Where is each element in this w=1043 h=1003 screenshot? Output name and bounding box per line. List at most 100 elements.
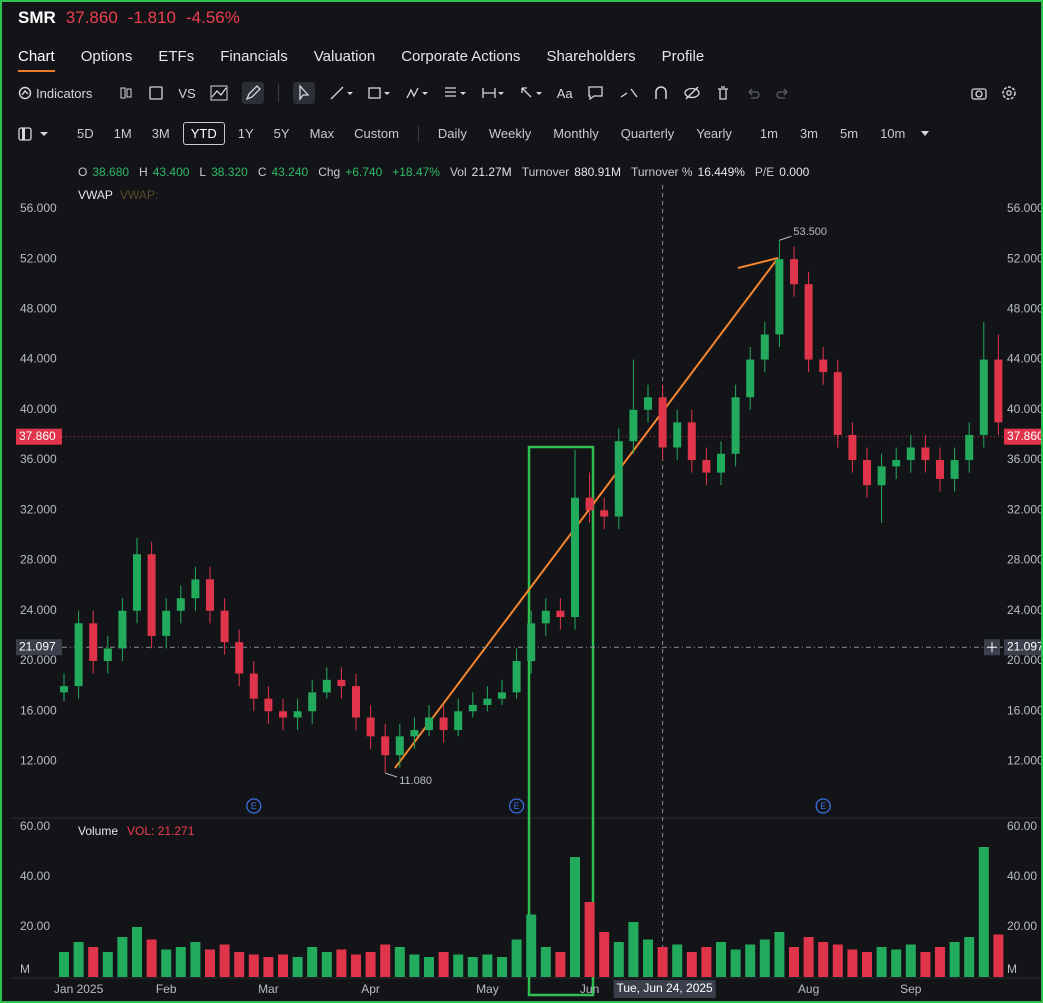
volume-bar (730, 949, 741, 977)
volume-tick-label: 40.00 (20, 869, 50, 883)
interval-button[interactable]: Quarterly (620, 126, 675, 141)
volume-bar (526, 914, 537, 977)
change: -1.810 (127, 8, 176, 27)
y-tick-label: 56.000 (20, 201, 57, 215)
candle-body (483, 698, 492, 705)
range-button[interactable]: Custom (354, 126, 399, 141)
volume-tick-label: 60.00 (20, 819, 50, 833)
candle-body (673, 422, 682, 448)
y-tick-label: 24.000 (20, 603, 57, 617)
volume-tick-label-right: M (1007, 962, 1017, 976)
camera[interactable] (970, 85, 987, 101)
arrow-tool[interactable] (519, 85, 543, 101)
range-button[interactable]: Max (309, 126, 335, 141)
tab[interactable]: Options (80, 48, 133, 65)
tab[interactable]: Corporate Actions (401, 48, 521, 65)
volume-bar (905, 944, 916, 977)
layout-menu[interactable] (18, 126, 50, 142)
tab[interactable]: Chart (18, 48, 55, 72)
measure-tool[interactable] (481, 85, 505, 101)
interval-button[interactable]: Monthly (553, 126, 599, 141)
text-tool[interactable]: Aa (556, 85, 573, 101)
range-button[interactable]: 1Y (237, 126, 254, 141)
range-button[interactable]: 5Y (273, 126, 290, 141)
shape-tool[interactable] (367, 85, 391, 101)
tab[interactable]: Financials (220, 48, 288, 65)
hide-tool[interactable] (683, 85, 701, 101)
draw-icon[interactable] (241, 82, 264, 104)
volume-tick-label-right: 60.00 (1007, 819, 1037, 833)
tab[interactable]: Shareholders (546, 48, 636, 65)
comment-tool[interactable] (587, 85, 605, 101)
divider (417, 125, 419, 142)
volume-bar (745, 944, 756, 977)
event-label: E (251, 801, 257, 811)
pattern-tool[interactable] (405, 85, 429, 101)
range-button[interactable]: 5D (77, 126, 94, 141)
fib-tool[interactable] (443, 85, 467, 101)
y2-tick-label: 32.000 (1007, 502, 1043, 516)
candle-body (629, 409, 638, 442)
range-button[interactable]: 1M (113, 126, 132, 141)
volume-bar (716, 942, 726, 977)
y2-tick-label: 16.000 (1007, 703, 1043, 717)
volume-bar (59, 952, 69, 977)
candle-body (425, 717, 433, 731)
x-tick-label: Mar (258, 982, 279, 996)
candle-body (658, 397, 667, 448)
interval-button[interactable]: Yearly (696, 126, 732, 141)
volume-bar (555, 952, 566, 977)
candle-body (352, 686, 360, 718)
indicators-button[interactable]: Indicators (18, 86, 92, 101)
interval-button[interactable]: 1m (759, 126, 778, 141)
compare-button[interactable]: VS (178, 85, 196, 101)
candle-body (89, 623, 98, 662)
price-tag (16, 428, 62, 445)
candle-body (906, 447, 915, 461)
tab[interactable]: ETFs (158, 48, 195, 65)
y-tick-label: 28.000 (20, 553, 57, 567)
interval-button[interactable]: 5m (840, 126, 859, 141)
candle-body (760, 334, 769, 360)
volume-value-legend: VOL: 21.271 (127, 824, 195, 838)
indicator-icon[interactable] (210, 85, 228, 101)
volume-bar (467, 957, 478, 977)
magnet-tool[interactable] (653, 85, 669, 101)
undo[interactable] (745, 85, 761, 101)
tab[interactable]: Valuation (313, 48, 376, 65)
volume-bar (234, 952, 245, 977)
ohlc-value: 880.91M (574, 165, 621, 179)
interval-button[interactable]: Daily (437, 126, 467, 141)
candle-body (468, 704, 477, 712)
delete-tool[interactable] (715, 85, 731, 101)
tab[interactable]: Profile (661, 48, 705, 65)
volume-bar (876, 947, 887, 977)
settings[interactable] (1001, 85, 1017, 101)
redo[interactable] (775, 85, 791, 101)
x-tick-label: Jan 2025 (54, 982, 104, 996)
candle-body (687, 422, 696, 461)
ohlc-label: L (199, 165, 207, 179)
range-button[interactable]: 3M (151, 126, 170, 141)
volume-bar (190, 942, 201, 977)
interval-button[interactable]: 3m (799, 126, 818, 141)
candle-body (366, 717, 375, 737)
square-icon[interactable] (148, 85, 164, 101)
ohlc-value: +18.47% (392, 165, 440, 179)
x-tick-label: Jun (580, 982, 599, 996)
volume-bar (497, 957, 507, 977)
brush-tool[interactable] (619, 85, 639, 101)
interval-button[interactable]: 10m (880, 126, 906, 141)
x-tick-label: May (476, 982, 499, 996)
interval-button[interactable]: Weekly (488, 126, 532, 141)
line-tool[interactable] (329, 85, 353, 101)
candle-body (454, 711, 463, 731)
candle-body (717, 453, 725, 473)
range-button[interactable]: YTD (182, 122, 225, 145)
candle-body (702, 460, 711, 473)
volume-bar (146, 939, 157, 977)
candle-icon[interactable] (118, 85, 134, 101)
cursor-icon[interactable] (292, 82, 315, 104)
event-marker (815, 798, 831, 814)
